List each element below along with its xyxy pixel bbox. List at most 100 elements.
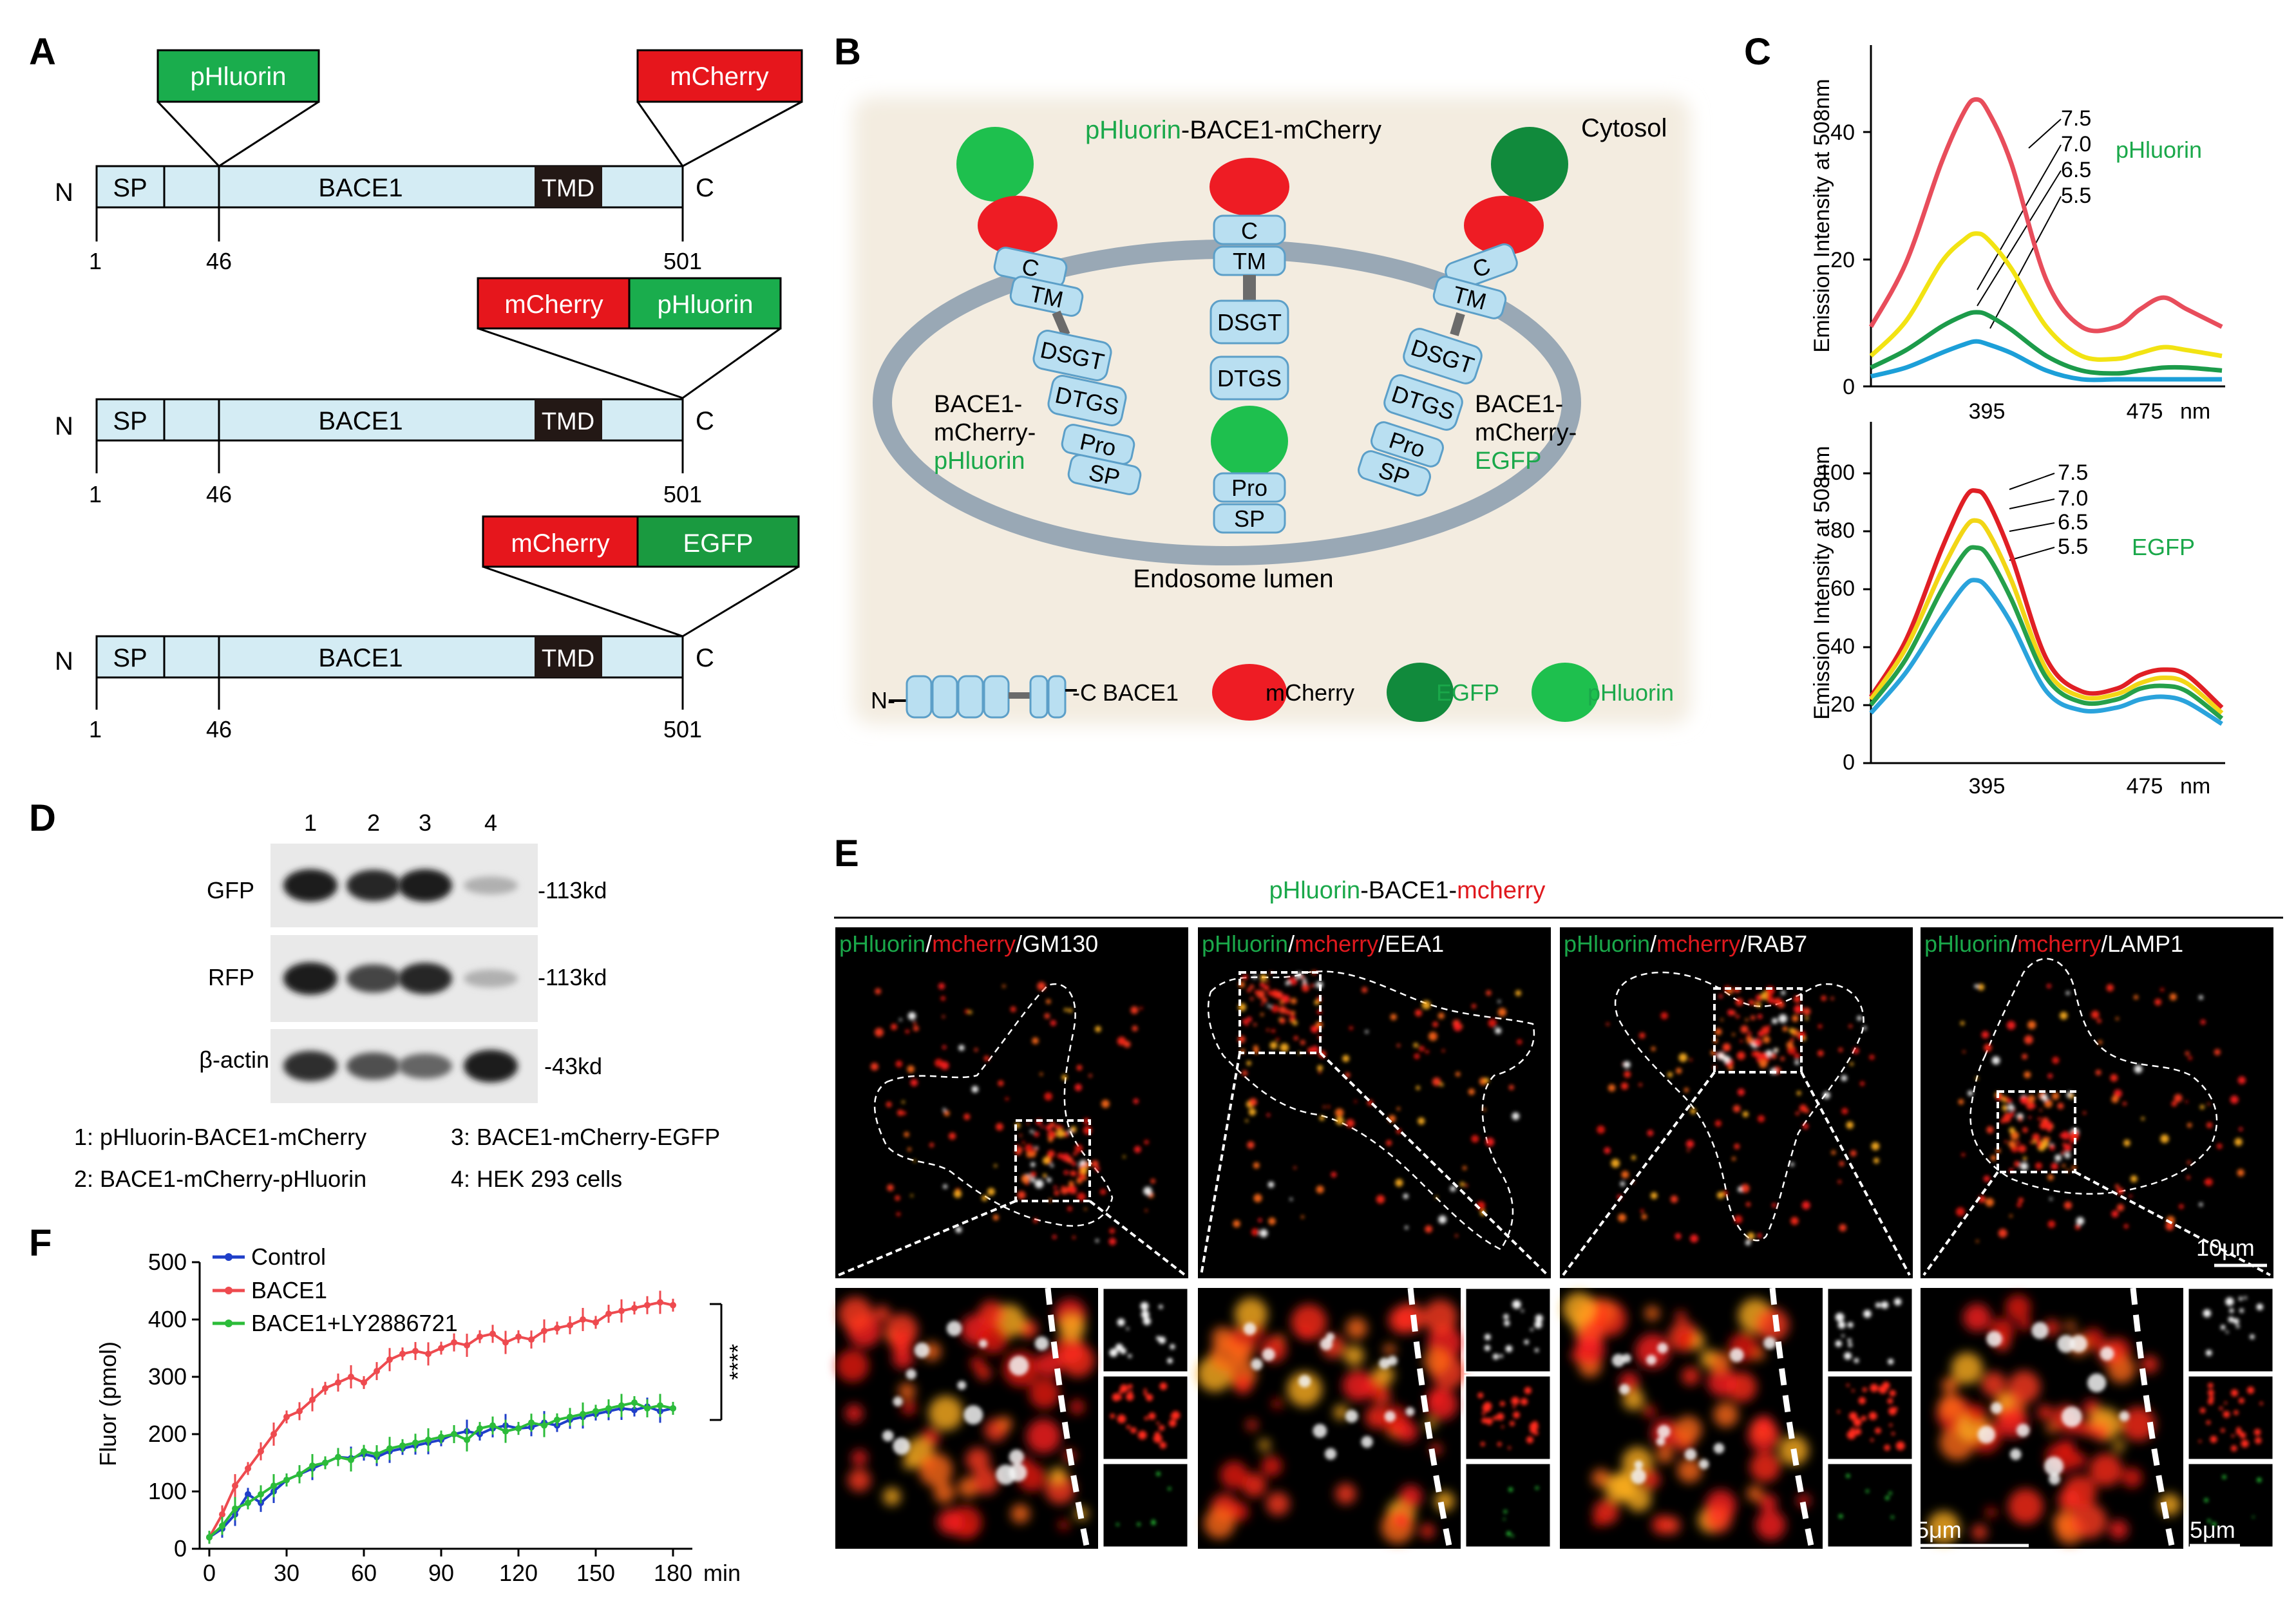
data-point [348, 1455, 354, 1462]
blot-band [283, 962, 337, 995]
right-construct-label: BACE1- mCherry- EGFP [1475, 391, 1584, 475]
row-rfp-size: -113kd [538, 964, 607, 990]
data-point [438, 1433, 444, 1441]
tick-501: 501 [663, 481, 702, 507]
svg-text:0: 0 [1843, 375, 1855, 399]
svg-text:20: 20 [1830, 248, 1855, 272]
construct-center: C TM DSGT DTGS Pro SP [1210, 158, 1289, 534]
cell-outline [1614, 971, 1864, 1242]
row-gfp-label: GFP [207, 877, 254, 903]
svg-text:pHluorin: pHluorin [2116, 137, 2202, 163]
data-point [554, 1422, 560, 1429]
data-point [657, 1402, 663, 1409]
x-tick-label: 30 [274, 1560, 299, 1586]
domain-dtgs: DTGS [1217, 365, 1282, 392]
x-tick-label: 90 [428, 1560, 454, 1586]
data-point [399, 1445, 406, 1452]
series-line-6.5 [1870, 310, 2223, 376]
panel-b-title: pHluorin-BACE1-mCherry [1085, 116, 1381, 144]
inset-phluorin [1826, 1462, 1914, 1549]
y-tick-label: 200 [148, 1421, 187, 1447]
lane-1: 1 [304, 809, 317, 836]
mcherry-tag [477, 277, 631, 330]
svg-text:N-: N- [871, 687, 895, 714]
data-point [451, 1431, 457, 1437]
zoom-cell-edge [1769, 1287, 1814, 1546]
data-point [232, 1511, 238, 1518]
scale-bar-zoom: 5μm [1916, 1517, 2029, 1547]
data-point [348, 1457, 354, 1464]
c-terminus: C [696, 644, 714, 672]
bace1-label: BACE1 [318, 644, 403, 672]
chart-c1-ylabel: Emission Intensity at 508nm [1810, 79, 1834, 352]
row-actin-label: β-actin [199, 1046, 269, 1073]
series-line-5.5 [1869, 578, 2223, 726]
data-point [374, 1451, 380, 1458]
data-point [580, 1414, 586, 1421]
data-point [219, 1522, 225, 1529]
tick-501: 501 [663, 716, 702, 743]
left-construct-label: BACE1- mCherry- pHluorin [934, 391, 1043, 475]
series-line-Control [208, 1405, 674, 1538]
data-point [502, 1339, 509, 1346]
data-point [283, 1414, 290, 1421]
data-point [232, 1482, 238, 1490]
data-point [270, 1482, 277, 1490]
panel-b-background [853, 97, 1691, 724]
blot-strip [270, 935, 538, 1022]
svg-text:BACE1+LY2886721: BACE1+LY2886721 [251, 1310, 458, 1336]
cytosol-label: Cytosol [1581, 114, 1667, 142]
data-point [631, 1406, 638, 1414]
construct-3: mCherry EGFP N SP BACE1 TMD C 1 46 501 [55, 515, 800, 743]
c-terminus: C [696, 407, 714, 435]
data-point [541, 1419, 547, 1426]
blot-band [398, 869, 452, 902]
data-point [605, 1405, 612, 1412]
svg-text:EGFP: EGFP [2132, 534, 2195, 560]
svg-text:6.5: 6.5 [2061, 158, 2091, 182]
data-point [593, 1319, 599, 1326]
cell-outline [1969, 958, 2218, 1195]
data-point [309, 1396, 316, 1403]
data-point [605, 1310, 612, 1318]
data-point [477, 1333, 483, 1340]
svg-text:7.5: 7.5 [2058, 460, 2088, 485]
phluorin-tag-label: pHluorin [658, 290, 754, 319]
tmd-label: TMD [542, 408, 594, 435]
svg-text:475: 475 [2127, 399, 2163, 424]
phluorin-tag [157, 49, 320, 103]
svg-text:0: 0 [1843, 750, 1855, 775]
mcherry-tag [482, 515, 639, 568]
phluorin-tag-label: pHluorin [191, 62, 287, 91]
tmd-domain [535, 399, 602, 440]
panel-e-title: pHluorin-BACE1-mcherry [1269, 877, 1546, 904]
data-point [386, 1445, 393, 1452]
lane-2: 2 [367, 809, 380, 836]
data-point [670, 1301, 676, 1309]
data-point [515, 1333, 522, 1340]
lane-legend-2: 2: BACE1-mCherry-pHluorin [74, 1166, 366, 1192]
data-point [489, 1425, 496, 1432]
inset-marker [1101, 1287, 1190, 1374]
svg-text:EGFP: EGFP [1436, 679, 1499, 706]
zoom-region-box [1014, 1119, 1091, 1202]
data-point [296, 1471, 303, 1478]
data-point [374, 1453, 380, 1461]
svg-text:-C: -C [1072, 679, 1097, 706]
sp-label: SP [113, 407, 147, 435]
tick-1: 1 [89, 716, 102, 743]
n-terminus: N [55, 412, 73, 440]
data-point [425, 1439, 432, 1446]
blot-band [464, 969, 518, 988]
svg-text:Control: Control [251, 1244, 326, 1270]
row-gfp-size: -113kd [538, 877, 607, 903]
inset-phluorin [1101, 1462, 1190, 1549]
data-point [412, 1347, 419, 1354]
data-point [567, 1416, 573, 1423]
data-point [322, 1385, 328, 1392]
data-point [335, 1453, 341, 1461]
